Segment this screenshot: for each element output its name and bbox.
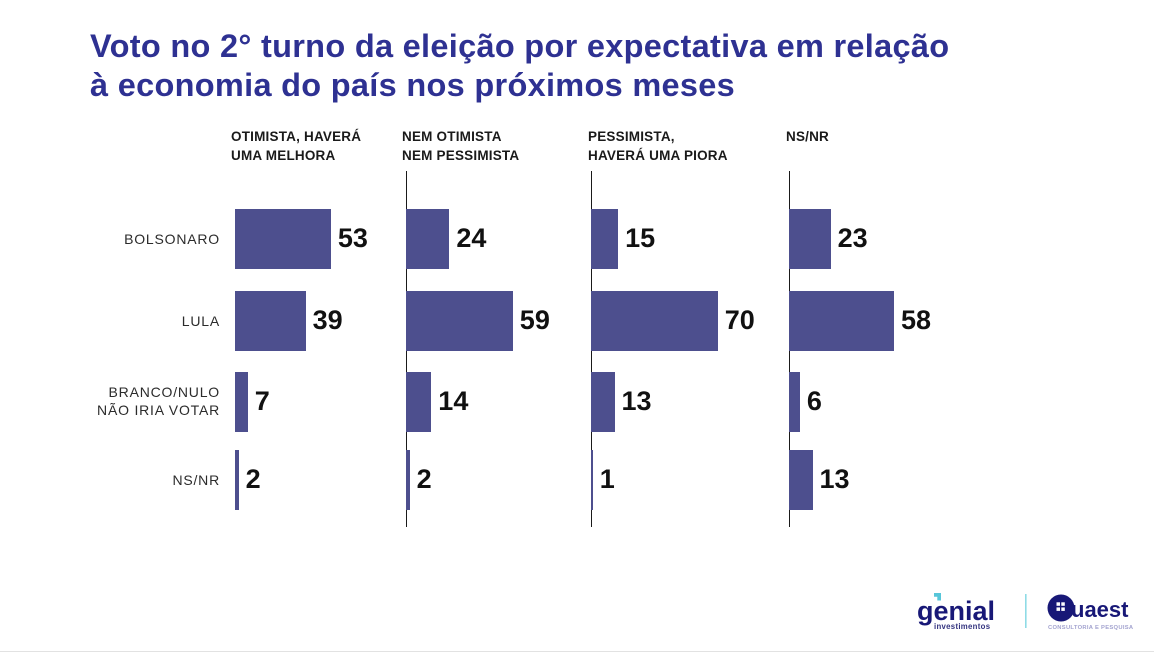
svg-text:uaest: uaest [1071,597,1129,622]
svg-text:investimentos: investimentos [934,622,991,631]
svg-text:CONSULTORIA E PESQUISA: CONSULTORIA E PESQUISA [1048,625,1134,631]
